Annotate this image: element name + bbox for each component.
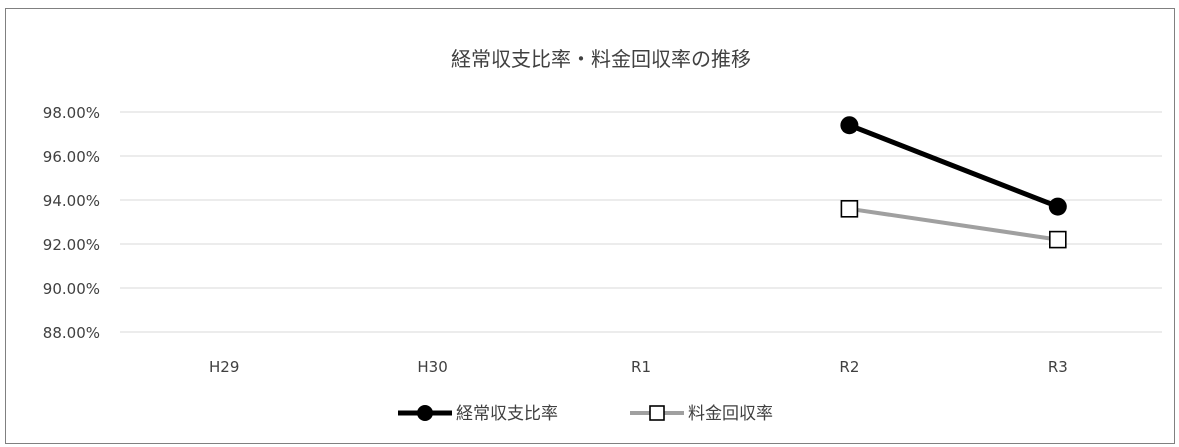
data-point xyxy=(840,200,859,218)
x-tick-label: R1 xyxy=(631,358,651,376)
y-tick-label: 94.00% xyxy=(43,192,100,210)
data-point xyxy=(1049,230,1067,249)
legend-marker xyxy=(417,405,433,421)
chart-frame xyxy=(5,8,1175,444)
y-tick-label: 90.00% xyxy=(43,280,100,298)
series-line xyxy=(849,206,1059,242)
y-tick-label: 98.00% xyxy=(43,104,100,122)
legend-item-2: 料金回収率 xyxy=(630,404,773,424)
x-tick-label: H30 xyxy=(417,358,447,376)
x-axis-tick-labels: H29 H30 R1 R2 R3 xyxy=(209,358,1068,376)
series-2 xyxy=(840,200,1067,249)
legend-label: 経常収支比率 xyxy=(456,404,558,424)
y-tick-label: 88.00% xyxy=(43,324,100,342)
legend-item-1: 経常収支比率 xyxy=(398,404,558,424)
y-axis-tick-labels: 98.00% 96.00% 94.00% 92.00% 90.00% 88.00% xyxy=(43,104,100,342)
y-tick-label: 96.00% xyxy=(43,148,100,166)
data-point xyxy=(1048,197,1067,216)
series-line xyxy=(848,122,1059,209)
legend: 経常収支比率 料金回収率 xyxy=(398,404,773,424)
legend-label: 料金回収率 xyxy=(688,404,773,424)
legend-marker xyxy=(649,405,665,421)
series-1 xyxy=(840,116,1067,216)
chart-title: 経常収支比率・料金回収率の推移 xyxy=(451,47,751,71)
y-tick-label: 92.00% xyxy=(43,236,100,254)
x-tick-label: R2 xyxy=(839,358,859,376)
x-tick-label: H29 xyxy=(209,358,239,376)
data-point xyxy=(840,116,859,135)
series-group xyxy=(840,116,1067,249)
gridlines xyxy=(120,111,1162,333)
x-tick-label: R3 xyxy=(1048,358,1068,376)
